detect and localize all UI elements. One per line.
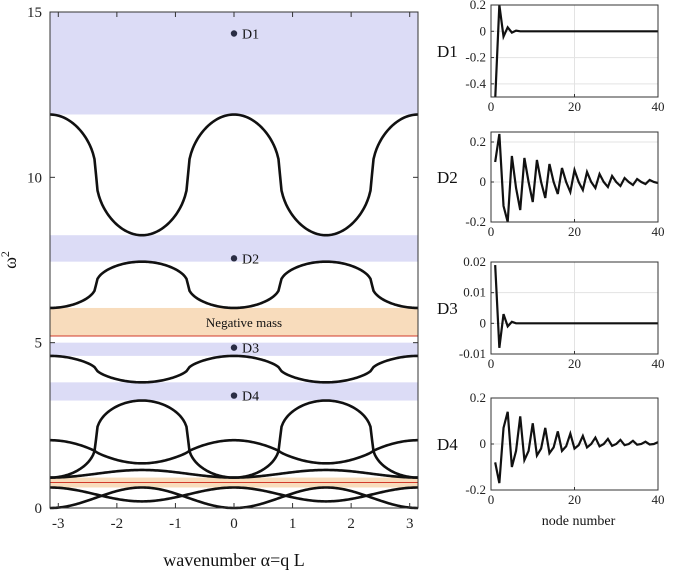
defect-point-D3 — [230, 344, 238, 351]
negative-mass-label: Negative mass — [206, 315, 282, 330]
x-tick-label: 0 — [488, 224, 495, 239]
x-tick-label: 20 — [568, 356, 581, 371]
branch-1 — [49, 260, 419, 310]
x-tick-label: 2 — [347, 516, 355, 532]
x-tick-label: 3 — [406, 516, 414, 532]
node-number-label: node number — [542, 514, 616, 529]
x-tick-label: 0 — [488, 99, 495, 114]
y-tick-label: 0.2 — [470, 134, 486, 149]
band-3 — [50, 382, 418, 401]
y-tick-label: 0 — [480, 174, 487, 189]
mode-plot-D4: 0 20 400.20-0.2D4 — [437, 390, 665, 507]
defect-point-D1 — [230, 30, 238, 37]
x-tick-label: 40 — [652, 224, 665, 239]
mode-plot-title-D3: D3 — [437, 299, 458, 318]
x-tick-label: 40 — [652, 99, 665, 114]
branch-0 — [49, 113, 419, 237]
y-tick-label: -0.2 — [465, 50, 486, 65]
mode-shape-line-D3 — [494, 265, 658, 349]
mode-plot-D1: 0 20 40 0.2 0 -0.2 -0.4 D1 — [437, 0, 665, 114]
branch-7 — [49, 486, 419, 503]
band-0 — [50, 12, 418, 115]
x-tick-label: -1 — [169, 516, 182, 532]
y-tick-label: 0.2 — [470, 0, 486, 12]
bands-layer — [50, 12, 418, 488]
defect-label-D3: D3 — [242, 342, 259, 357]
x-tick-label: 20 — [568, 224, 581, 239]
mode-plot-D2: 0 20 400.20-0.2D2 — [437, 131, 665, 239]
mode-shape-line-D1 — [494, 5, 658, 97]
band-4 — [50, 307, 418, 337]
y-tick-label: -0.01 — [459, 346, 486, 361]
y-tick-label: 15 — [27, 5, 42, 21]
y-tick-label: 10 — [27, 170, 42, 186]
y-tick-label: 0 — [480, 23, 487, 38]
y-tick-label: 0.01 — [463, 285, 486, 300]
y-tick-label: 0.02 — [463, 254, 486, 269]
y-tick-label: 0 — [480, 315, 487, 330]
defect-label-D1: D1 — [242, 27, 259, 42]
mode-plot-title-D2: D2 — [437, 168, 458, 187]
x-tick-label: 40 — [652, 492, 665, 507]
defect-points-layer: D1 D2 D3 D4 — [230, 27, 259, 405]
y-axis-label: ω2 — [0, 251, 20, 269]
x-tick-label: 0 — [488, 492, 495, 507]
x-tick-label: 0 — [230, 516, 238, 532]
defect-point-D4 — [230, 392, 238, 399]
y-tick-label: 5 — [35, 336, 43, 352]
y-tick-label: -0.2 — [465, 214, 486, 229]
x-tick-label: -3 — [52, 516, 65, 532]
y-tick-label: -0.4 — [465, 76, 486, 91]
x-tick-label: 1 — [289, 516, 297, 532]
branch-5 — [49, 468, 419, 479]
x-tick-label: -2 — [111, 516, 124, 532]
mode-shape-line-D4 — [494, 411, 658, 484]
mode-plot-title-D4: D4 — [437, 435, 458, 454]
defect-point-D2 — [230, 255, 238, 262]
defect-label-D2: D2 — [242, 252, 259, 267]
x-axis-label: wavenumber α=q L — [163, 550, 305, 570]
y-axis-label-base: ω — [0, 257, 20, 269]
y-tick-label: 0 — [35, 501, 43, 517]
y-axis-label-superscript: 2 — [0, 251, 12, 257]
defect-label-D4: D4 — [242, 390, 259, 405]
mode-plot-title-D1: D1 — [437, 42, 458, 61]
main-ticks-layer: -3 -2 -1 0 1 2 3 0 5 10 15 — [27, 5, 418, 532]
x-tick-label: 40 — [652, 356, 665, 371]
x-tick-label: 20 — [568, 99, 581, 114]
y-tick-label: 0.2 — [470, 390, 486, 405]
x-tick-label: 20 — [568, 492, 581, 507]
y-tick-label: 0 — [480, 436, 487, 451]
x-tick-label: 0 — [488, 356, 495, 371]
y-tick-label: -0.2 — [465, 482, 486, 497]
mode-shape-line-D2 — [494, 133, 658, 222]
branch-2 — [49, 354, 419, 384]
branch-4 — [49, 438, 419, 465]
